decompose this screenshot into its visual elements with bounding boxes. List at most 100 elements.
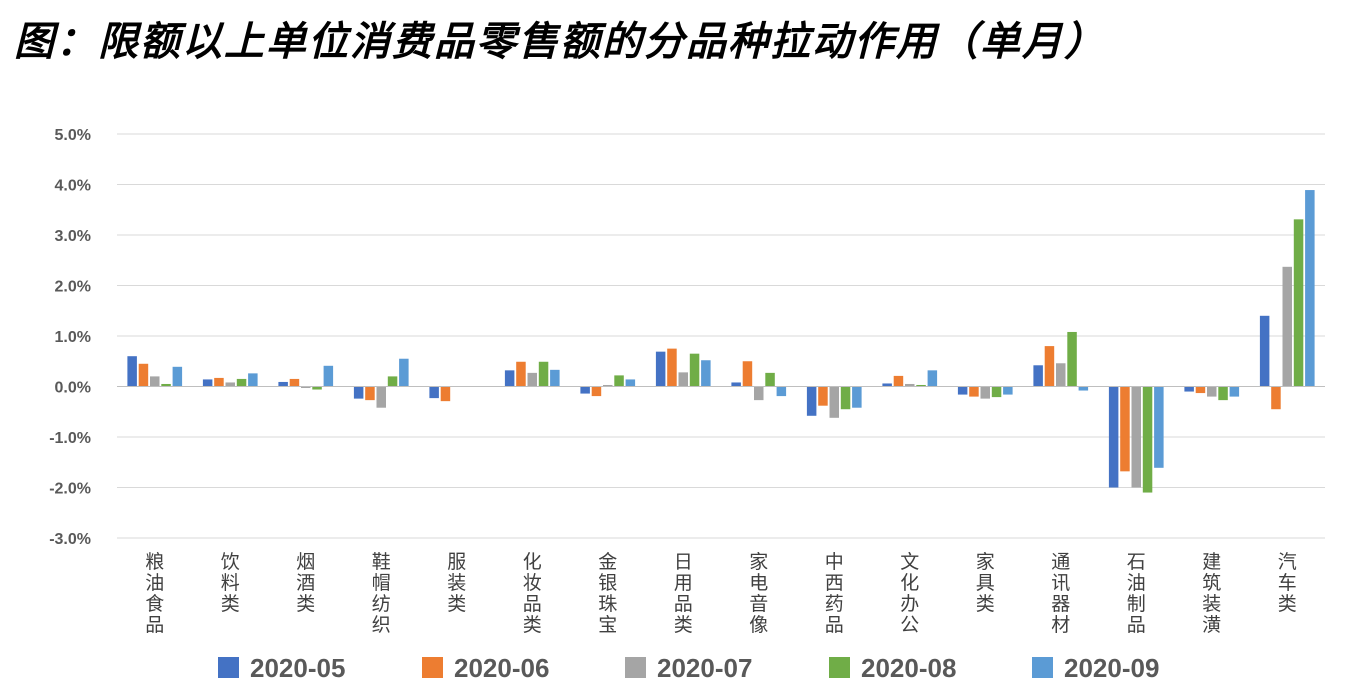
- x-tick-label: 通讯器材: [1051, 551, 1070, 636]
- bar: [603, 384, 613, 387]
- bar: [150, 376, 160, 387]
- bar: [742, 361, 753, 387]
- legend-swatch: [218, 657, 239, 678]
- bar: [689, 353, 700, 387]
- bar: [161, 383, 171, 387]
- chart-title: 图：限额以上单位消费品零售额的分品种拉动作用（单月）: [14, 19, 1106, 65]
- x-tick-label: 汽车类: [1278, 551, 1297, 615]
- bar: [655, 351, 666, 387]
- bar: [504, 370, 515, 387]
- legend-label: 2020-07: [657, 653, 752, 683]
- legend-swatch: [1032, 657, 1053, 678]
- bar: [1067, 331, 1077, 387]
- legend-swatch: [422, 657, 443, 678]
- y-tick-label: 1.0%: [55, 329, 91, 346]
- bar: [312, 386, 322, 390]
- x-tick-label: 饮料类: [221, 551, 240, 615]
- bar: [580, 386, 590, 394]
- bar: [1131, 386, 1141, 488]
- bar: [1195, 386, 1206, 394]
- bar: [236, 378, 247, 387]
- y-tick-label: -1.0%: [49, 430, 91, 447]
- x-tick-label: 日用品类: [674, 551, 693, 636]
- y-tick-label: 2.0%: [55, 279, 91, 296]
- x-tick-label: 服装类: [447, 551, 466, 615]
- bar: [1207, 386, 1217, 397]
- y-tick-label: -3.0%: [49, 531, 91, 548]
- bar: [765, 372, 775, 387]
- y-tick-label: 3.0%: [55, 228, 91, 245]
- x-tick-label: 粮油食品: [145, 551, 164, 636]
- bar: [1120, 386, 1130, 472]
- x-tick-label: 文化办公: [900, 551, 919, 636]
- bar: [323, 365, 334, 387]
- bar: [248, 373, 258, 387]
- bar: [301, 386, 311, 389]
- bar: [127, 356, 137, 387]
- bar: [516, 361, 526, 387]
- bars: [127, 190, 1315, 493]
- bar: [1056, 363, 1066, 387]
- bar: [916, 384, 926, 387]
- y-tick-label: -2.0%: [49, 481, 91, 498]
- bar: [225, 382, 235, 387]
- y-axis: 5.0% 4.0% 3.0% 2.0% 1.0% 0.0% -1.0% -2.0% -3.0%: [49, 127, 91, 548]
- bar: [980, 386, 990, 399]
- bar: [278, 381, 288, 387]
- y-tick-label: 0.0%: [55, 380, 91, 397]
- bar: [1218, 386, 1228, 401]
- bar: [776, 386, 787, 397]
- bar: [840, 386, 851, 410]
- bar: [829, 386, 839, 418]
- bar: [527, 372, 537, 387]
- bar: [1142, 386, 1153, 493]
- y-tick-label: 4.0%: [55, 178, 91, 195]
- bar: [1044, 346, 1055, 387]
- bar: [1259, 315, 1270, 387]
- bar: [614, 375, 624, 387]
- bar: [1229, 386, 1240, 397]
- bar: [1033, 365, 1043, 387]
- x-tick-label: 化妆品类: [523, 551, 542, 636]
- x-tick-label: 金银珠宝: [598, 551, 617, 636]
- bar: [1184, 386, 1194, 392]
- legend-label: 2020-05: [250, 653, 345, 683]
- bar: [353, 386, 364, 399]
- bar: [991, 386, 1002, 398]
- bar: [625, 379, 636, 387]
- bar: [1293, 219, 1304, 387]
- bar: [399, 358, 409, 387]
- bar: [1003, 386, 1013, 395]
- bar: [376, 386, 386, 408]
- bar: [957, 386, 968, 395]
- legend-label: 2020-09: [1064, 653, 1159, 683]
- x-tick-label: 家具类: [976, 551, 995, 615]
- legend-swatch: [829, 657, 850, 678]
- bar: [806, 386, 817, 416]
- bar: [538, 361, 549, 387]
- bar: [882, 383, 892, 387]
- bar: [678, 372, 688, 387]
- bar: [172, 366, 183, 387]
- bar: [387, 376, 398, 387]
- bar: [202, 379, 213, 387]
- bar: [1282, 266, 1292, 387]
- legend: 2020-05 2020-06 2020-07 2020-08 2020-09: [218, 653, 1159, 683]
- legend-label: 2020-06: [454, 653, 549, 683]
- x-tick-label: 建筑装潢: [1202, 551, 1221, 636]
- bar: [969, 386, 979, 397]
- bar: [550, 369, 560, 387]
- bar: [214, 377, 224, 387]
- x-tick-label: 烟酒类: [296, 551, 315, 615]
- bar: [440, 386, 451, 402]
- bar: [667, 348, 677, 387]
- y-tick-label: 5.0%: [55, 127, 91, 144]
- bar: [1271, 386, 1281, 410]
- bar: [138, 363, 149, 387]
- x-tick-label: 家电音像: [749, 551, 768, 636]
- bar: [591, 386, 602, 397]
- bar: [429, 386, 439, 399]
- bar: [365, 386, 375, 401]
- legend-label: 2020-08: [861, 653, 956, 683]
- legend-swatch: [625, 657, 646, 678]
